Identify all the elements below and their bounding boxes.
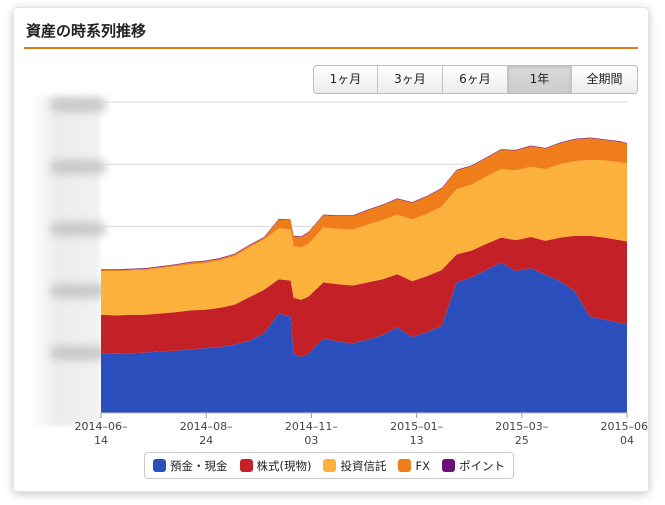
x-tick-label: 2015–03–: [495, 420, 548, 433]
x-tick-label: 2014–08–: [180, 420, 233, 433]
range-button-3m[interactable]: 3ヶ月: [378, 66, 443, 93]
x-tick-label: 14: [94, 434, 108, 447]
x-tick-label: 2015–01–: [390, 420, 443, 433]
legend-item-stocks[interactable]: 株式(現物): [239, 458, 312, 474]
legend-label: FX: [415, 458, 430, 473]
legend-swatch: [239, 459, 253, 472]
title-divider: [24, 47, 638, 49]
area-series-1: [101, 235, 627, 358]
range-button-all[interactable]: 全期間: [586, 72, 623, 86]
legend-item-fx[interactable]: FX: [398, 459, 430, 473]
x-tick-label: 2015–06–: [601, 420, 649, 433]
panel-title: 資産の時系列推移: [26, 22, 147, 40]
area-series-0: [101, 262, 627, 413]
legend-item-funds[interactable]: 投資信託: [323, 458, 386, 474]
area-series-2: [101, 159, 627, 316]
x-tick-label: 2014–11–: [285, 420, 338, 433]
x-tick-label: 13: [410, 434, 424, 447]
legend-label: ポイント: [458, 458, 505, 473]
legend-label: 株式(現物): [256, 458, 312, 473]
x-tick-label: 2014–06–: [75, 420, 128, 433]
legend-swatch: [323, 459, 337, 472]
range-button-1y[interactable]: 1年: [508, 66, 572, 93]
chart-legend: 預金・現金 株式(現物) 投資信託 FX ポイント: [144, 452, 514, 479]
asset-history-panel: 資産の時系列推移 1ヶ月 3ヶ月 6ヶ月 1年 全期間 2014–06– 14 20…: [14, 8, 648, 491]
legend-label: 預金・現金: [170, 458, 228, 473]
range-button-6m[interactable]: 6ヶ月: [443, 66, 508, 93]
y-axis-labels-blurred: [30, 96, 106, 426]
legend-swatch: [398, 459, 412, 472]
range-selector: 1ヶ月 3ヶ月 6ヶ月 1年 全期間: [313, 65, 638, 94]
area-series-3: [101, 138, 627, 272]
legend-item-deposit[interactable]: 預金・現金: [153, 458, 228, 474]
x-tick-label: 04: [620, 434, 634, 447]
legend-label: 投資信託: [340, 458, 387, 473]
legend-swatch: [441, 459, 455, 472]
legend-swatch: [153, 459, 166, 472]
range-button-1m[interactable]: 1ヶ月: [314, 66, 378, 93]
legend-item-points[interactable]: ポイント: [441, 458, 505, 474]
x-tick-label: 24: [199, 434, 213, 447]
x-tick-label: 25: [515, 434, 529, 447]
x-tick-label: 03: [304, 434, 318, 447]
stacked-area-chart: 2014–06–14 2014–08–24 2014–11–03 2015–01–13…: [75, 101, 649, 447]
